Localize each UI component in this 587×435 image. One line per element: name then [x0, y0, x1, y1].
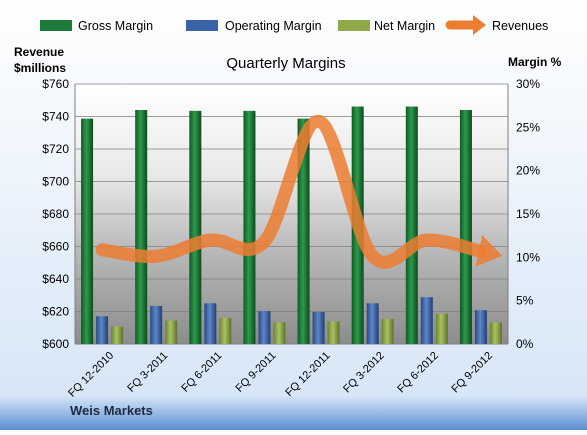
company-name: Weis Markets [70, 403, 153, 418]
right-axis-ticks: 0% 5% 10% 15% 20% 25% 30% [516, 77, 540, 351]
operating-margin-bar [204, 303, 217, 344]
left-tick-label: $680 [42, 207, 69, 221]
right-tick-label: 10% [516, 250, 540, 264]
net-margin-bar [219, 318, 232, 344]
left-tick-label: $600 [42, 337, 69, 351]
legend-swatch-operating-margin [186, 20, 218, 31]
left-axis-label-line1: Revenue [14, 45, 64, 59]
left-axis-ticks: $600 $620 $640 $660 $680 $700 $720 $740 $760 [42, 77, 69, 351]
gross-margin-bar [243, 110, 256, 344]
net-margin-bar [489, 322, 502, 344]
legend-swatch-net-margin [338, 20, 370, 31]
right-tick-label: 0% [516, 337, 534, 351]
left-tick-label: $660 [42, 240, 69, 254]
legend-label-revenues: Revenues [492, 19, 548, 33]
legend-swatch-gross-margin [40, 20, 72, 31]
legend: Gross Margin Operating Margin Net Margin… [40, 15, 548, 35]
legend-label-operating-margin: Operating Margin [225, 19, 322, 33]
gross-margin-bar [135, 110, 148, 344]
right-tick-label: 20% [516, 164, 540, 178]
gross-margin-bar [81, 118, 94, 345]
gross-margin-bar [189, 110, 202, 344]
right-tick-label: 5% [516, 294, 534, 308]
net-margin-bar [165, 320, 178, 344]
operating-margin-bar [420, 297, 433, 344]
right-tick-label: 15% [516, 207, 540, 221]
gross-margin-bar [297, 118, 310, 345]
left-tick-label: $760 [42, 77, 69, 91]
legend-swatch-revenues [445, 15, 486, 35]
net-margin-bar [111, 326, 124, 344]
left-tick-label: $720 [42, 142, 69, 156]
left-axis-label-line2: $millions [14, 61, 66, 75]
gross-margin-bar [405, 106, 418, 345]
operating-margin-bar [312, 311, 325, 344]
net-margin-bar [381, 318, 394, 344]
operating-margin-bar [474, 310, 487, 344]
revenue-line-path [95, 114, 488, 269]
revenue-line-arrowhead [475, 235, 503, 267]
bars [81, 106, 502, 345]
operating-margin-bar [150, 305, 163, 344]
left-tick-label: $640 [42, 272, 69, 286]
legend-label-net-margin: Net Margin [374, 19, 435, 33]
net-margin-bar [273, 322, 286, 344]
left-tick-label: $740 [42, 110, 69, 124]
right-axis-label: Margin % [508, 55, 562, 69]
left-tick-label: $700 [42, 175, 69, 189]
net-margin-bar [435, 313, 448, 344]
legend-label-gross-margin: Gross Margin [78, 19, 153, 33]
left-tick-label: $620 [42, 305, 69, 319]
chart-title: Quarterly Margins [226, 55, 345, 72]
right-tick-label: 25% [516, 120, 540, 134]
operating-margin-bar [96, 316, 109, 344]
right-tick-label: 30% [516, 77, 540, 91]
net-margin-bar [327, 321, 340, 344]
operating-margin-bar [258, 311, 271, 344]
gross-margin-bar [459, 110, 472, 344]
operating-margin-bar [366, 303, 379, 344]
revenue-line [95, 114, 503, 269]
